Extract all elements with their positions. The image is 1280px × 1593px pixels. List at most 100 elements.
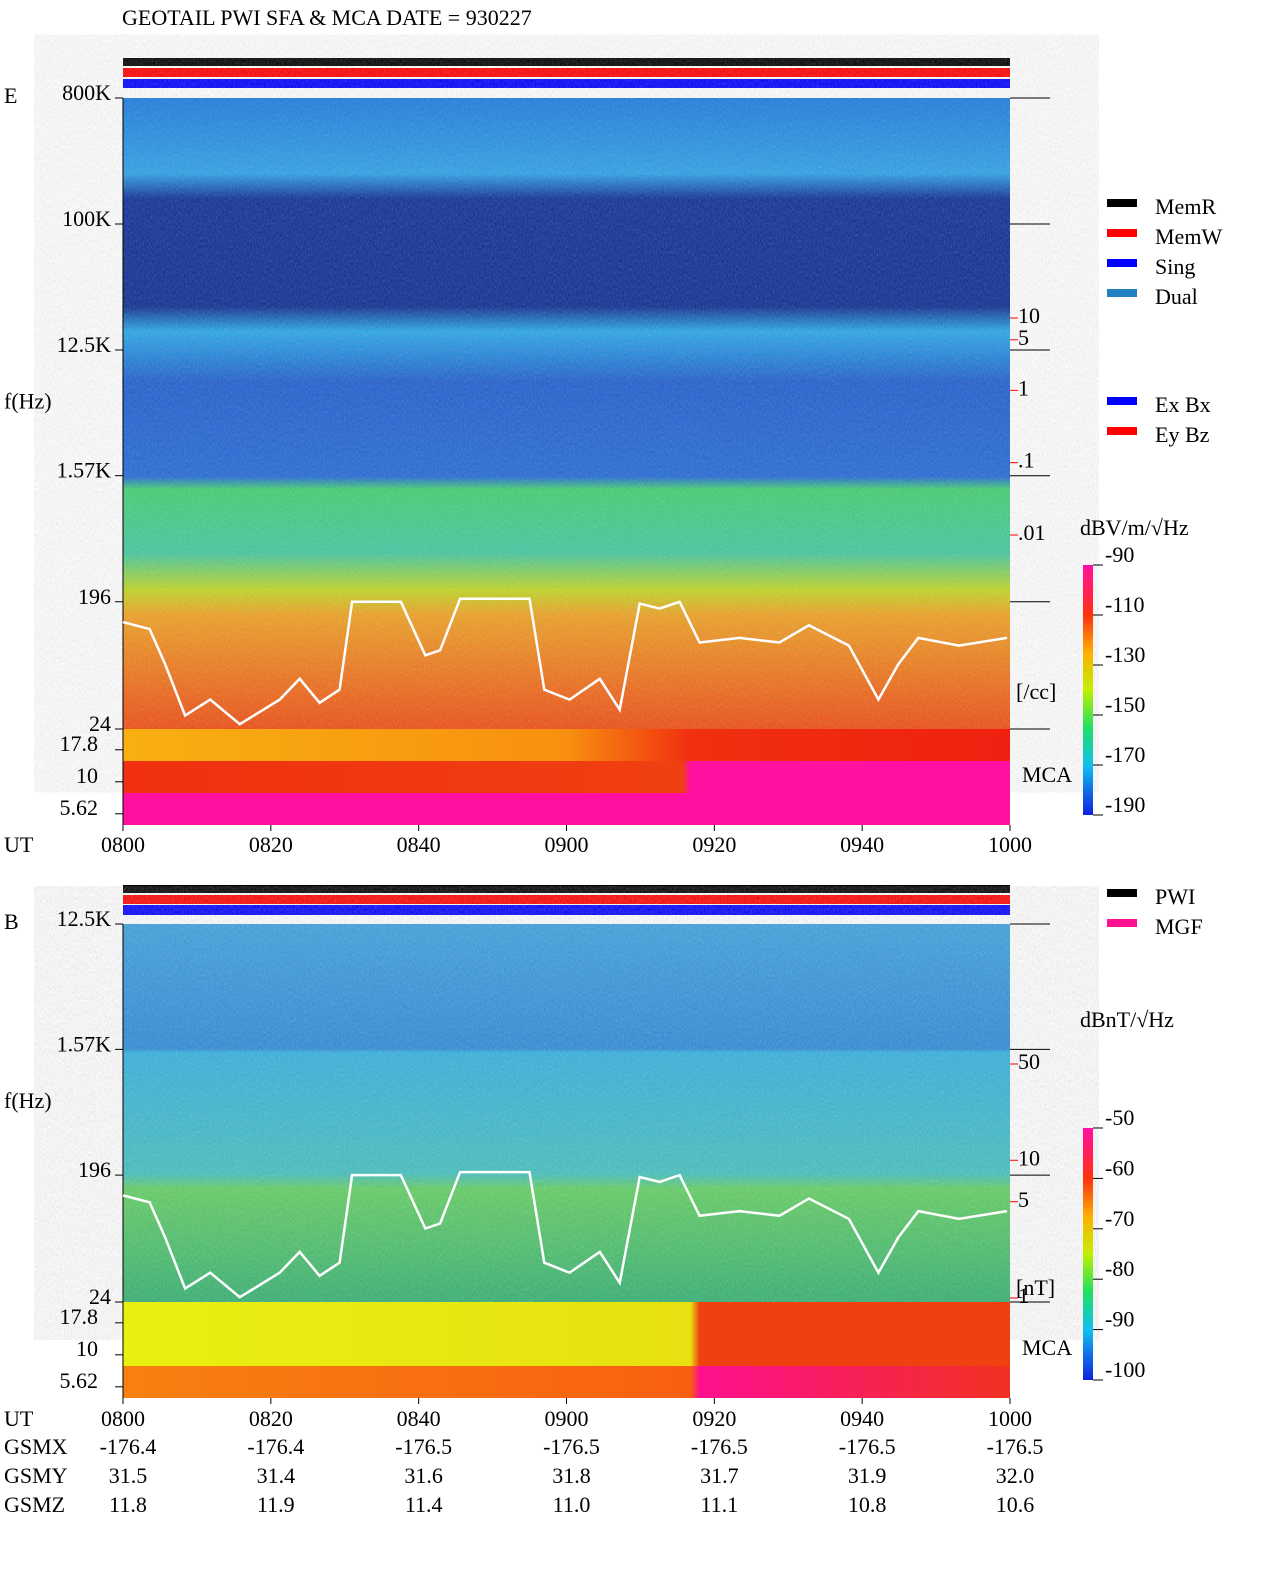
position-value: 11.9 (257, 1492, 295, 1517)
colorbar-tick-label: -170 (1105, 742, 1145, 767)
position-value: -176.5 (543, 1434, 600, 1459)
colorbar-tick-label: -80 (1105, 1256, 1134, 1281)
x-tick-label: 0820 (249, 1406, 293, 1431)
y-tick-label: 800K (62, 80, 111, 105)
colorbar-tick-label: -110 (1105, 592, 1145, 617)
legend-label: MemW (1155, 224, 1222, 249)
x-tick-label: 1000 (988, 832, 1032, 857)
mca-label: MCA (1022, 762, 1072, 787)
colorbar (1083, 565, 1093, 815)
y-axis-label: f(Hz) (4, 389, 52, 414)
mca-tick-label: 10 (76, 1336, 98, 1361)
legend-swatch (1107, 397, 1137, 405)
x-tick-label: 0940 (840, 832, 884, 857)
colorbar-label: dBnT/√Hz (1080, 1007, 1174, 1032)
mca-tick-label: 5.62 (60, 1368, 99, 1393)
position-value: -176.5 (987, 1434, 1044, 1459)
panel-label: B (4, 909, 19, 934)
legend-label: Ex Bx (1155, 392, 1211, 417)
x-tick-label: 0900 (545, 832, 589, 857)
x-tick-label: 0920 (692, 832, 736, 857)
position-value: 31.4 (257, 1463, 296, 1488)
colorbar-tick-label: -50 (1105, 1105, 1134, 1130)
y2-tick-label: 50 (1018, 1049, 1040, 1074)
y2-tick-label: 1 (1018, 375, 1029, 400)
y2-tick-label: .01 (1018, 520, 1046, 545)
legend-label: Dual (1155, 284, 1198, 309)
x-tick-label: 0820 (249, 832, 293, 857)
panel-label: E (4, 83, 17, 108)
y2-label: [/cc] (1016, 679, 1056, 704)
colorbar-label: dBV/m/√Hz (1080, 515, 1189, 540)
position-value: -176.5 (839, 1434, 896, 1459)
y-tick-label: 24 (89, 711, 111, 736)
position-value: -176.4 (247, 1434, 304, 1459)
colorbar-tick-label: -100 (1105, 1357, 1145, 1382)
colorbar (1083, 1128, 1093, 1380)
y-tick-label: 196 (78, 1157, 111, 1182)
y2-tick-label: 10 (1018, 1145, 1040, 1170)
x-tick-label: 0920 (692, 1406, 736, 1431)
position-value: 32.0 (996, 1463, 1035, 1488)
plasma-trace (122, 597, 1008, 726)
x-axis-label: UT (4, 1406, 34, 1431)
position-value: 31.8 (552, 1463, 591, 1488)
position-value: 11.8 (109, 1492, 147, 1517)
x-tick-label: 0800 (101, 1406, 145, 1431)
y-tick-label: 100K (62, 206, 111, 231)
y-axis-label: f(Hz) (4, 1088, 52, 1113)
legend-swatch (1107, 427, 1137, 435)
position-value: -176.5 (691, 1434, 748, 1459)
mca-label: MCA (1022, 1335, 1072, 1360)
position-value: -176.4 (100, 1434, 157, 1459)
x-tick-label: 0800 (101, 832, 145, 857)
position-value: 10.8 (848, 1492, 887, 1517)
y-tick-label: 24 (89, 1284, 111, 1309)
legend-label: MGF (1155, 914, 1203, 939)
row-label: GSMX (4, 1434, 68, 1459)
colorbar-tick-label: -90 (1105, 542, 1134, 567)
colorbar-tick-label: -90 (1105, 1307, 1134, 1332)
mca-tick-label: 5.62 (60, 795, 99, 820)
y2-label: [nT] (1016, 1275, 1055, 1300)
y2-tick-label: 1 (1018, 1283, 1029, 1308)
y-tick-label: 12.5K (57, 332, 112, 357)
legend-swatch (1107, 259, 1137, 267)
y2-tick-label: 5 (1018, 1187, 1029, 1212)
colorbar-tick-label: -190 (1105, 792, 1145, 817)
legend-swatch (1107, 289, 1137, 297)
row-label: GSMZ (4, 1492, 65, 1517)
panel-e-image (123, 58, 1010, 825)
y-tick-label: 12.5K (57, 906, 112, 931)
legend-swatch (1107, 889, 1137, 897)
x-tick-label: 0840 (397, 1406, 441, 1431)
position-value: 10.6 (996, 1492, 1035, 1517)
position-value: 31.9 (848, 1463, 887, 1488)
position-value: 31.6 (404, 1463, 443, 1488)
panel-b-image (123, 885, 1010, 1398)
y-tick-label: 1.57K (57, 1031, 112, 1056)
legend-swatch (1107, 919, 1137, 927)
colorbar-tick-label: -150 (1105, 692, 1145, 717)
row-label: GSMY (4, 1463, 68, 1488)
x-tick-label: 0940 (840, 1406, 884, 1431)
legend-swatch (1107, 199, 1137, 207)
plasma-trace (122, 1170, 1008, 1299)
mca-tick-label: 17.8 (60, 1304, 99, 1329)
x-tick-label: 0840 (397, 832, 441, 857)
colorbar-tick-label: -70 (1105, 1206, 1134, 1231)
x-tick-label: 0900 (545, 1406, 589, 1431)
legend-label: Ey Bz (1155, 422, 1210, 447)
position-value: 11.4 (405, 1492, 443, 1517)
title: GEOTAIL PWI SFA & MCA DATE = 930227 (122, 5, 532, 30)
position-value: 11.1 (700, 1492, 738, 1517)
y-tick-label: 196 (78, 584, 111, 609)
y2-tick-label: 10 (1018, 303, 1040, 328)
legend-label: PWI (1155, 884, 1195, 909)
position-value: 31.7 (700, 1463, 739, 1488)
x-tick-label: 1000 (988, 1406, 1032, 1431)
position-value: 11.0 (553, 1492, 591, 1517)
x-axis-label: UT (4, 832, 34, 857)
